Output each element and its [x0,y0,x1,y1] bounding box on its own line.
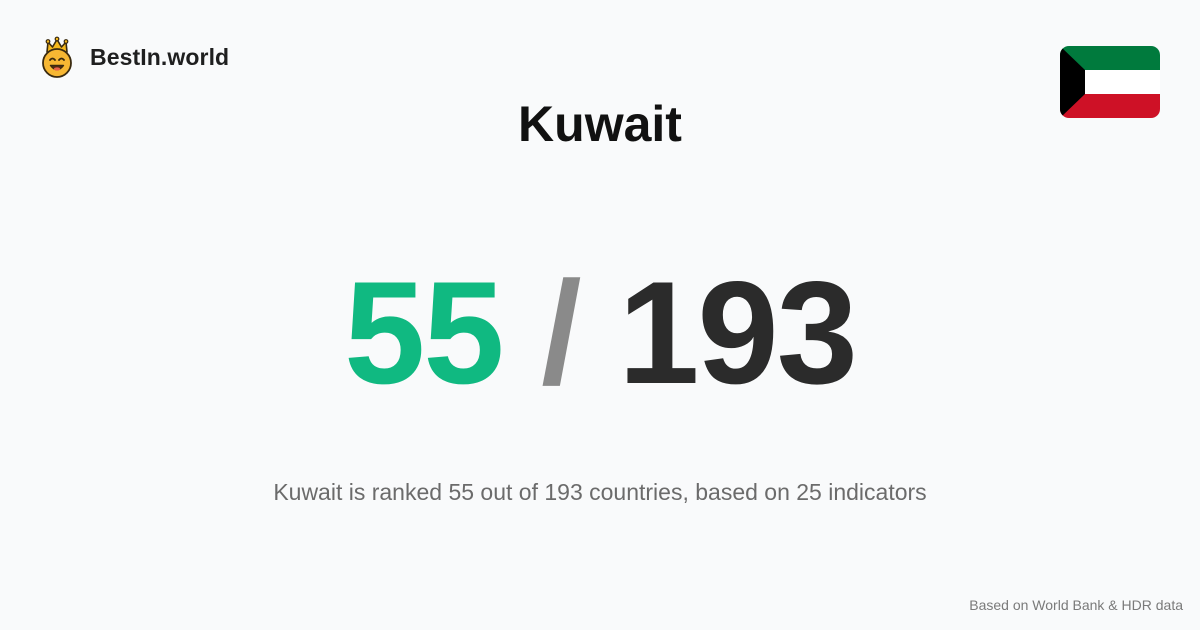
rank-total: 193 [618,251,858,414]
rank-value: 55 [344,251,504,414]
country-title: Kuwait [518,96,682,152]
brand-header[interactable]: BestIn.world [38,36,229,78]
data-source-note: Based on World Bank & HDR data [969,597,1183,613]
crown-smiley-icon [42,36,72,78]
kuwait-flag-icon [1060,46,1160,118]
rank-separator: / [541,251,582,414]
rank-summary: Kuwait is ranked 55 out of 193 countries… [273,479,927,505]
brand-name: BestIn.world [90,43,230,70]
rank-display: 55 / 193 [0,258,1200,408]
